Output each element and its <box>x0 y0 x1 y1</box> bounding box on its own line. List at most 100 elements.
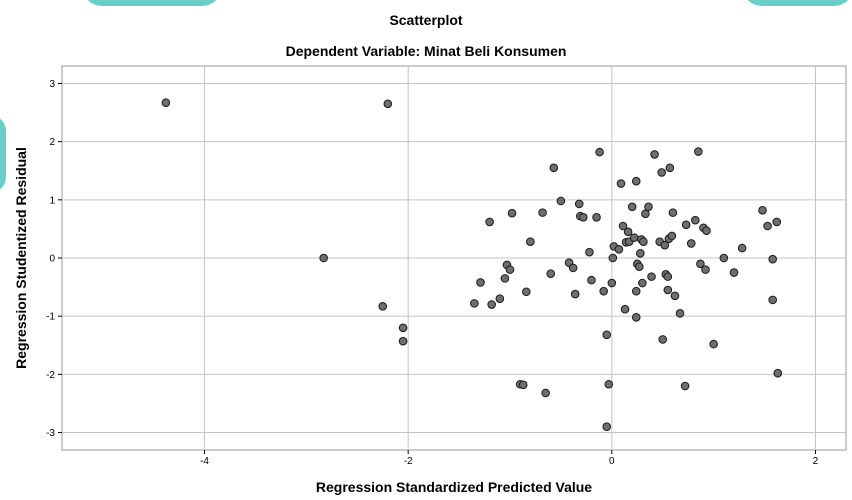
scatter-point <box>696 259 705 269</box>
x-tick-label: 0 <box>609 456 615 467</box>
scatter-point <box>680 381 690 391</box>
y-tick-label: 3 <box>49 79 55 90</box>
x-tick-label: -4 <box>200 456 209 467</box>
scatter-point <box>675 308 685 318</box>
scatter-point <box>631 313 641 322</box>
scatter-point <box>694 147 703 156</box>
scatter-point <box>773 368 783 378</box>
scatter-point <box>526 237 535 247</box>
scatter-point <box>631 176 641 186</box>
scatter-point <box>660 240 670 250</box>
scatter-point <box>639 237 648 247</box>
scatter-point <box>663 285 673 295</box>
x-tick-label: 2 <box>813 456 819 467</box>
scatter-point <box>595 147 604 157</box>
scatter-point <box>702 226 711 235</box>
y-tick-label: -3 <box>46 428 55 439</box>
scatter-point <box>658 335 668 344</box>
scatter-point <box>641 209 650 219</box>
scatter-point <box>614 244 624 254</box>
scatter-point <box>383 99 393 109</box>
scatter-point <box>570 289 580 299</box>
scatter-point <box>608 253 618 263</box>
scatter-point <box>398 323 408 333</box>
scatter-point <box>681 220 691 230</box>
scatter-point <box>487 300 496 309</box>
scatter-point <box>627 202 637 212</box>
scatter-point <box>623 227 633 237</box>
scatter-point <box>650 150 659 159</box>
scatter-point <box>616 179 626 188</box>
scatter-point <box>521 287 531 297</box>
scatter-point <box>500 274 510 283</box>
scatter-point <box>549 163 559 173</box>
scatter-point <box>647 272 656 281</box>
chart-subtitle: Dependent Variable: Minat Beli Konsumen <box>285 43 567 59</box>
scatter-point <box>574 199 584 209</box>
y-tick-label: -2 <box>46 370 55 381</box>
scatter-point <box>546 269 556 279</box>
scatter-point <box>668 208 678 217</box>
scatter-point <box>729 268 739 277</box>
scatter-point <box>691 215 700 225</box>
scatter-point <box>768 295 777 305</box>
scatter-point <box>604 379 614 389</box>
scatter-point <box>476 278 485 287</box>
decorative-edge-shape <box>0 115 6 193</box>
scatter-point <box>485 217 494 227</box>
y-tick-label: 0 <box>49 254 55 265</box>
decorative-banner-shape <box>742 0 852 6</box>
scatter-point <box>719 253 729 263</box>
scatter-point <box>631 286 641 296</box>
scatter-point <box>629 233 639 242</box>
scatter-point <box>667 231 677 241</box>
scatter-point <box>398 336 408 346</box>
scatter-point <box>568 263 578 273</box>
scatter-point <box>636 249 645 258</box>
scatter-point <box>556 196 566 206</box>
x-tick-label: -2 <box>404 456 413 467</box>
scatter-point <box>772 217 782 227</box>
scatter-point <box>470 299 479 308</box>
scatter-point <box>378 301 388 311</box>
scatter-point <box>657 168 667 177</box>
scatter-point <box>579 212 588 222</box>
scatter-point <box>518 380 528 390</box>
decorative-banner-shape <box>82 0 222 6</box>
scatter-point <box>686 239 696 248</box>
scatter-point <box>602 422 612 432</box>
scatter-point <box>587 275 596 285</box>
chart-title: Scatterplot <box>389 12 463 28</box>
scatter-point <box>737 243 747 253</box>
scatter-point <box>768 254 777 264</box>
scatter-point <box>670 291 680 301</box>
scatter-point <box>541 388 550 398</box>
y-tick-label: -1 <box>46 312 55 323</box>
y-axis-title: Regression Studentized Residual <box>13 147 29 369</box>
y-tick-label: 1 <box>49 195 55 206</box>
scatter-point <box>585 247 594 257</box>
scatter-point <box>644 202 653 212</box>
scatter-point <box>507 208 517 218</box>
scatter-point <box>538 208 547 217</box>
scatter-point <box>161 98 171 107</box>
scatter-point <box>638 278 647 288</box>
scatter-point <box>620 304 630 314</box>
scatter-point <box>663 272 673 281</box>
scatter-point <box>319 253 328 263</box>
scatter-point <box>758 205 767 215</box>
plot-area: -4 -2 0 2 3 2 1 0 -1 -2 -3 <box>46 65 847 467</box>
scatter-point <box>635 262 644 272</box>
scatter-point <box>607 278 617 288</box>
scatter-point <box>602 330 612 340</box>
scatter-point <box>618 221 628 231</box>
scatter-point <box>495 294 505 304</box>
y-tick-label: 2 <box>49 137 55 148</box>
scatter-point <box>505 265 515 274</box>
scatter-point <box>701 265 710 274</box>
x-axis-title: Regression Standardized Predicted Value <box>316 479 592 495</box>
scatter-point <box>763 221 772 231</box>
scatter-point <box>592 212 601 222</box>
scatter-point <box>709 339 718 349</box>
